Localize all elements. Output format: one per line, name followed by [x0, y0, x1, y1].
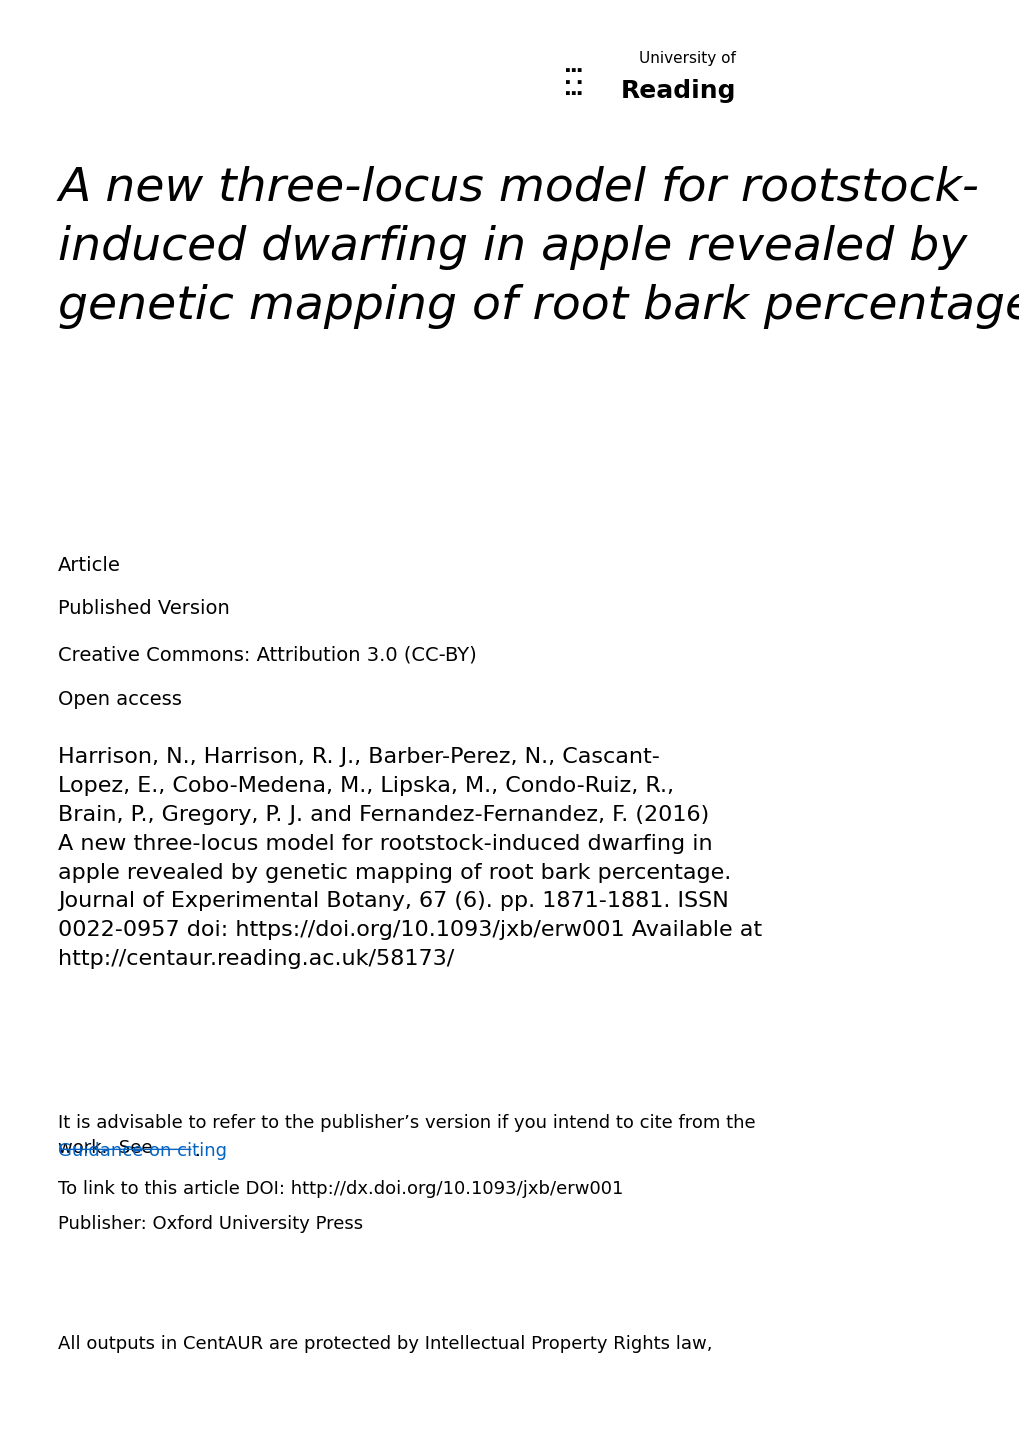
Text: ▪▪▪
▪ ▪
▪▪▪: ▪▪▪ ▪ ▪ ▪▪▪: [565, 65, 582, 98]
Text: Article: Article: [58, 556, 121, 574]
Text: University of: University of: [639, 51, 736, 65]
Text: It is advisable to refer to the publisher’s version if you intend to cite from t: It is advisable to refer to the publishe…: [58, 1114, 755, 1157]
Text: Harrison, N., Harrison, R. J., Barber-Perez, N., Cascant-
Lopez, E., Cobo-Medena: Harrison, N., Harrison, R. J., Barber-Pe…: [58, 747, 761, 970]
Text: Open access: Open access: [58, 690, 181, 709]
Text: .: .: [194, 1143, 200, 1160]
Text: To link to this article DOI: http://dx.doi.org/10.1093/jxb/erw001: To link to this article DOI: http://dx.d…: [58, 1180, 623, 1198]
Text: Publisher: Oxford University Press: Publisher: Oxford University Press: [58, 1215, 363, 1232]
Text: Reading: Reading: [621, 79, 736, 104]
Text: A new three-locus model for rootstock-
induced dwarfing in apple revealed by
gen: A new three-locus model for rootstock- i…: [58, 166, 1019, 329]
Text: Guidance on citing: Guidance on citing: [58, 1143, 227, 1160]
Text: Published Version: Published Version: [58, 599, 229, 618]
Text: Creative Commons: Attribution 3.0 (CC-BY): Creative Commons: Attribution 3.0 (CC-BY…: [58, 645, 477, 664]
Text: All outputs in CentAUR are protected by Intellectual Property Rights law,: All outputs in CentAUR are protected by …: [58, 1335, 712, 1352]
